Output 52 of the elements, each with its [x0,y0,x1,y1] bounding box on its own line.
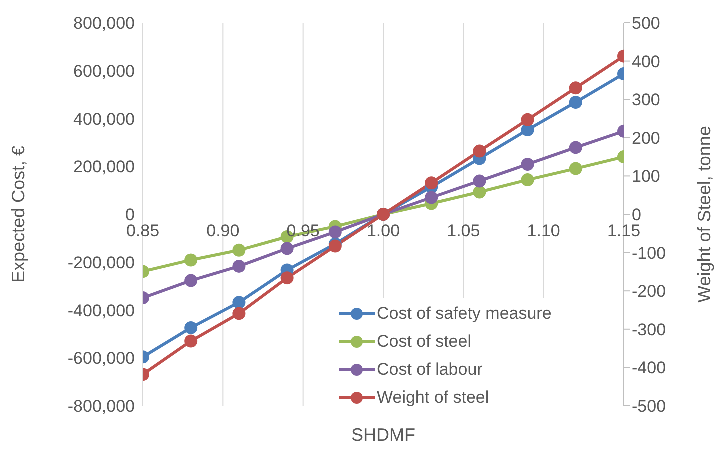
legend-label: Cost of labour [377,360,483,380]
point [328,226,342,239]
point [184,274,198,288]
y2-tick-label: 300 [632,90,660,110]
point [280,272,294,285]
x-tick-label: 1.00 [366,222,400,240]
point [425,176,438,190]
y-tick-label: 200,000 [74,158,135,177]
y2-tick-label: -400 [632,358,666,378]
point [232,260,246,273]
y-tick-label: -200,000 [68,253,135,272]
point [569,82,582,95]
point [521,158,534,171]
point [473,186,486,199]
point [521,174,534,187]
legend-label: Cost of safety measure [377,304,552,324]
y-tick-label: -400,000 [68,301,135,320]
y2-tick-label: -500 [632,397,666,416]
y2-tick-label: -300 [632,320,666,340]
x-axis-title: SHDMF [352,425,416,445]
point [473,174,486,188]
y-tick-label: 400,000 [74,110,135,129]
point [569,141,582,154]
point [473,144,486,158]
y-tick-label: -600,000 [68,349,135,368]
y2-tick-label: -100 [632,244,666,263]
point [184,321,198,334]
y-tick-label: -800,000 [68,397,135,416]
point [569,162,582,176]
x-tick-label: 1.10 [527,222,560,240]
point [569,96,582,109]
y-tick-label: 800,000 [74,14,135,34]
point [280,242,294,256]
point [232,307,246,320]
point [232,296,246,310]
legend-label: Cost of steel [377,332,472,352]
y2-tick-label: 100 [632,167,660,186]
y2-tick-label: 400 [632,52,660,72]
point [425,191,438,204]
y2-tick-label: 500 [632,14,660,34]
y-axis-title: Expected Cost, € [8,146,28,284]
point [184,254,198,267]
y2-tick-label: -200 [632,282,666,302]
point [184,334,198,348]
point [521,113,534,126]
y-tick-label: 600,000 [74,62,135,81]
x-tick-label: 0.90 [206,222,240,240]
legend-label: Weight of steel [377,388,490,408]
point [232,244,246,257]
y2-axis-title: Weight of Steel, tonne [694,126,714,303]
y2-tick-label: 200 [632,128,660,148]
x-tick-label: 1.05 [447,222,480,240]
